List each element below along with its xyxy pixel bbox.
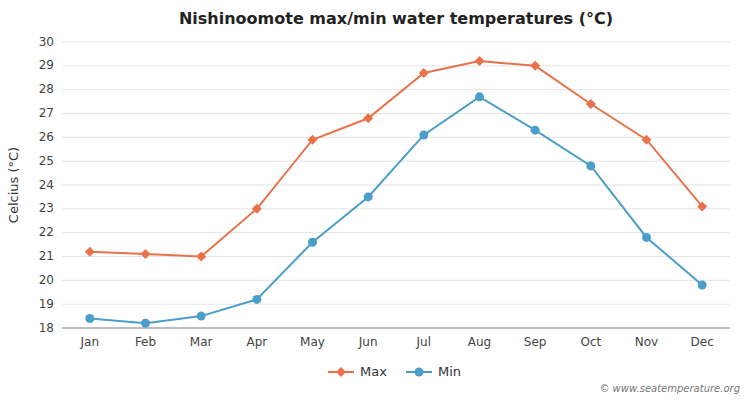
point xyxy=(308,135,318,145)
point xyxy=(141,249,151,259)
grid-line xyxy=(62,280,730,281)
x-tick-label: Jun xyxy=(358,335,378,349)
y-tick-label: 22 xyxy=(39,225,54,239)
y-tick-label: 21 xyxy=(39,249,54,263)
legend-label: Min xyxy=(438,364,461,379)
grid-line xyxy=(62,42,730,43)
grid-line xyxy=(62,185,730,186)
annotation: © www.seatemperature.org xyxy=(599,383,740,394)
y-tick-label: 29 xyxy=(39,58,54,72)
point xyxy=(530,61,540,71)
x-tick-label: Feb xyxy=(135,335,156,349)
point xyxy=(697,201,707,211)
y-tick-label: 20 xyxy=(39,273,54,287)
point xyxy=(85,247,95,257)
grid-line xyxy=(62,161,730,162)
x-tick-label: Jan xyxy=(80,335,100,349)
x-tick-label: May xyxy=(300,335,325,349)
point xyxy=(252,295,261,304)
x-tick-label: Oct xyxy=(580,335,601,349)
y-tick-label: 23 xyxy=(39,201,54,215)
legend-marker xyxy=(336,367,346,377)
y-tick-label: 27 xyxy=(39,106,54,120)
y-tick-label: 18 xyxy=(39,321,54,335)
y-axis-label: Celcius (°C) xyxy=(6,147,21,223)
point xyxy=(642,233,651,242)
legend-marker xyxy=(415,368,424,377)
y-tick-label: 24 xyxy=(39,178,54,192)
y-tick-label: 26 xyxy=(39,130,54,144)
grid-line xyxy=(62,304,730,305)
point xyxy=(586,161,595,170)
point xyxy=(252,204,262,214)
y-tick-label: 19 xyxy=(39,297,54,311)
point xyxy=(475,92,484,101)
grid-line xyxy=(62,232,730,233)
grid-line xyxy=(62,208,730,209)
chart: 18 19 20 21 22 23 24 25 26 27 28 29 30 Jan Feb Mar Apr Ma… xyxy=(0,0,750,400)
grid-line xyxy=(62,113,730,114)
x-tick-label: Sep xyxy=(524,335,547,349)
x-tick-label: Aug xyxy=(468,335,491,349)
point xyxy=(363,113,373,123)
point xyxy=(141,319,150,328)
point xyxy=(642,135,652,145)
series-line xyxy=(90,97,702,323)
point xyxy=(197,312,206,321)
point xyxy=(531,126,540,135)
x-tick-label: Dec xyxy=(691,335,714,349)
point xyxy=(698,281,707,290)
series-line xyxy=(90,61,702,256)
point xyxy=(475,56,485,66)
y-tick-label: 30 xyxy=(39,35,54,49)
point xyxy=(586,99,596,109)
x-tick-label: Nov xyxy=(635,335,658,349)
plot-area xyxy=(85,56,707,328)
point xyxy=(419,130,428,139)
y-tick-label: 28 xyxy=(39,82,54,96)
x-tick-label: Apr xyxy=(246,335,267,349)
x-tick-label: Jul xyxy=(416,335,431,349)
grid-line xyxy=(62,328,730,329)
grid-line xyxy=(62,256,730,257)
point xyxy=(196,252,206,262)
grid-line xyxy=(62,65,730,66)
point xyxy=(308,238,317,247)
x-tick-label: Mar xyxy=(190,335,213,349)
title: Nishinoomote max/min water temperatures … xyxy=(179,9,613,28)
point xyxy=(85,314,94,323)
grid-line xyxy=(62,89,730,90)
legend-label: Max xyxy=(360,364,387,379)
grid-line xyxy=(62,137,730,138)
legend: Max Min xyxy=(328,364,461,379)
point xyxy=(364,192,373,201)
point xyxy=(419,68,429,78)
grid xyxy=(62,42,730,328)
x-axis-line xyxy=(62,328,730,329)
y-tick-label: 25 xyxy=(39,154,54,168)
